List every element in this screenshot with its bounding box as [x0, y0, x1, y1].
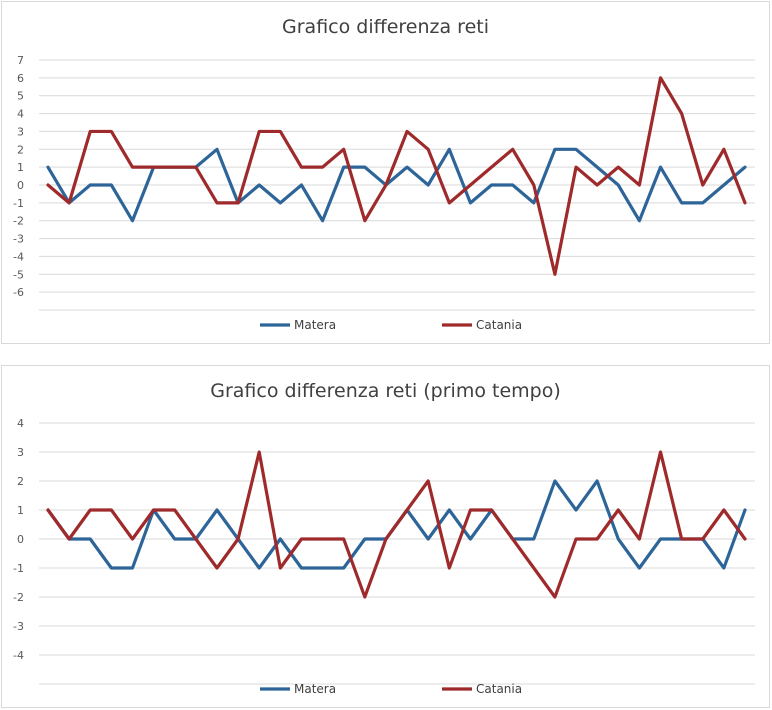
y-tick-label: 2	[17, 475, 24, 488]
y-tick-label: 3	[17, 446, 24, 459]
y-tick-label: -1	[13, 197, 24, 210]
line-chart-differenza-reti: 7 6 5 4 3 2 1 0 -1 -2 -3 -4 -5 -6 Matera Catania	[13, 54, 755, 332]
chart-panel-differenza-reti-primo-tempo: Grafico differenza reti (primo tempo) 4 3…	[1, 365, 770, 708]
y-tick-label: 6	[17, 72, 24, 85]
y-tick-label: 0	[17, 533, 24, 546]
y-tick-label: -3	[13, 620, 24, 633]
chart-title: Grafico differenza reti (primo tempo)	[210, 380, 561, 402]
chart-panel-differenza-reti: Grafico differenza reti 7 6 5 4 3 2 1 0 -1 -2 -3 -4…	[1, 1, 770, 344]
y-tick-label: 1	[17, 504, 24, 517]
y-tick-label: -3	[13, 233, 24, 246]
y-tick-label: -4	[13, 250, 24, 263]
y-tick-label: -4	[13, 649, 24, 662]
y-tick-label: 4	[17, 417, 24, 430]
y-tick-label: 5	[17, 90, 24, 103]
y-tick-label: 1	[17, 161, 24, 174]
y-tick-label: -5	[13, 268, 24, 281]
series-line-catania	[46, 76, 747, 276]
y-tick-label: -2	[13, 591, 24, 604]
y-tick-label: 7	[17, 54, 24, 67]
y-tick-label: -1	[13, 562, 24, 575]
series-line-catania	[46, 450, 747, 599]
y-tick-label: 3	[17, 125, 24, 138]
y-tick-label: 0	[17, 179, 24, 192]
legend-label-matera: Matera	[294, 318, 336, 332]
legend-label-matera: Matera	[294, 682, 336, 696]
chart-title: Grafico differenza reti	[282, 16, 489, 38]
y-tick-label: 2	[17, 143, 24, 156]
line-chart-differenza-reti-primo-tempo: 4 3 2 1 0 -1 -2 -3 -4 Matera Catania	[13, 417, 755, 696]
y-tick-label: 4	[17, 108, 24, 121]
y-tick-label: -6	[13, 286, 24, 299]
legend-label-catania: Catania	[476, 682, 522, 696]
y-tick-label: -2	[13, 215, 24, 228]
legend-label-catania: Catania	[476, 318, 522, 332]
